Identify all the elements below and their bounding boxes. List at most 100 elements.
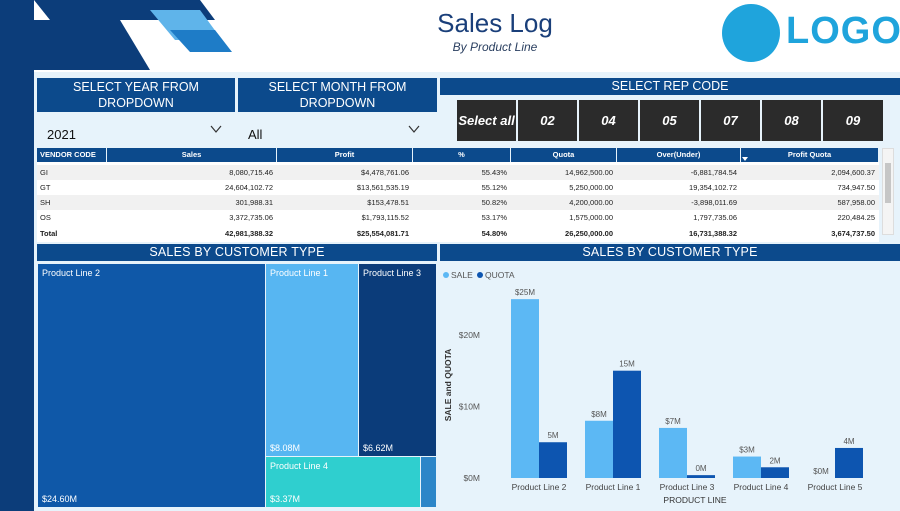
y-tick-label: $10M bbox=[459, 401, 480, 411]
bar-sale bbox=[733, 456, 761, 478]
logo-text: LOGO bbox=[786, 10, 900, 52]
table-cell: 301,988.31 bbox=[235, 198, 273, 207]
legend-marker-sale bbox=[443, 272, 449, 278]
row-stripe bbox=[37, 195, 879, 210]
table-cell: $13,561,535.19 bbox=[356, 183, 409, 192]
tile-value: $24.60M bbox=[42, 494, 78, 504]
table-cell: -3,898,011.69 bbox=[691, 198, 737, 207]
table-cell: $153,478.51 bbox=[367, 198, 409, 207]
table-total-cell: Total bbox=[40, 229, 58, 238]
chevron-down-icon bbox=[210, 125, 222, 133]
column-header[interactable]: % bbox=[413, 148, 511, 162]
table-cell: 5,250,000.00 bbox=[569, 183, 613, 192]
table-cell: 55.12% bbox=[481, 183, 507, 192]
year-dropdown[interactable]: 2021 bbox=[37, 116, 235, 146]
table-cell: $4,478,761.06 bbox=[361, 168, 409, 177]
year-dropdown-value: 2021 bbox=[47, 127, 76, 142]
bar-data-label: $7M bbox=[665, 417, 681, 426]
vendor-table: VENDOR CODE Sales Profit % Quota Over(Un… bbox=[37, 148, 879, 242]
bar-data-label: 4M bbox=[843, 437, 854, 446]
treemap-tile-product-line-3[interactable]: Product Line 3 $6.62M bbox=[359, 264, 436, 456]
bar-quota bbox=[687, 475, 715, 478]
treemap-tile-small[interactable] bbox=[421, 457, 436, 507]
treemap-title: SALES BY CUSTOMER TYPE bbox=[37, 244, 437, 261]
rep-button-select-all[interactable]: Select all bbox=[457, 100, 516, 141]
treemap-tile-product-line-4[interactable]: Product Line 4 $3.37M bbox=[266, 457, 420, 507]
bar-data-label: $3M bbox=[739, 446, 755, 455]
y-tick-label: $20M bbox=[459, 330, 480, 340]
column-header[interactable]: Over(Under) bbox=[617, 148, 741, 162]
table-cell: 24,604,102.72 bbox=[225, 183, 273, 192]
table-cell: 14,962,500.00 bbox=[565, 168, 613, 177]
bar-sale bbox=[659, 427, 687, 478]
table-cell: 50.82% bbox=[481, 198, 507, 207]
x-tick-label: Product Line 1 bbox=[586, 482, 641, 492]
tile-value: $8.08M bbox=[270, 443, 301, 453]
treemap-tile-product-line-1[interactable]: Product Line 1 $8.08M bbox=[266, 264, 358, 456]
rep-code-header: SELECT REP CODE bbox=[440, 78, 900, 95]
sort-caret-icon bbox=[742, 157, 748, 161]
column-header[interactable]: Sales bbox=[107, 148, 277, 162]
bar-data-label: $8M bbox=[591, 410, 607, 419]
column-header[interactable]: VENDOR CODE bbox=[37, 148, 107, 162]
table-total-cell: $25,554,081.71 bbox=[356, 229, 409, 238]
chevron-down-icon bbox=[408, 125, 420, 133]
month-dropdown[interactable]: All bbox=[238, 116, 433, 146]
row-stripe bbox=[37, 165, 879, 180]
header-decoration bbox=[0, 0, 232, 70]
bar-sale bbox=[511, 299, 539, 478]
x-tick-label: Product Line 5 bbox=[808, 482, 863, 492]
bar-sale bbox=[585, 420, 613, 478]
bar-chart-title: SALES BY CUSTOMER TYPE bbox=[440, 244, 900, 261]
bar-data-label: 15M bbox=[619, 360, 635, 369]
tile-label: Product Line 1 bbox=[270, 268, 329, 278]
logo-circle-icon bbox=[722, 4, 780, 62]
column-header[interactable]: Quota bbox=[511, 148, 617, 162]
column-header[interactable]: Profit Quota bbox=[741, 148, 879, 162]
logo: LOGO bbox=[722, 4, 900, 62]
table-cell: 55.43% bbox=[481, 168, 507, 177]
bar-data-label: $25M bbox=[515, 288, 535, 297]
table-cell: 4,200,000.00 bbox=[569, 198, 613, 207]
bar-quota bbox=[835, 447, 863, 478]
rep-button-05[interactable]: 05 bbox=[640, 100, 699, 141]
table-total-cell: 16,731,388.32 bbox=[689, 229, 737, 238]
page-title: Sales Log bbox=[437, 8, 553, 38]
x-tick-label: Product Line 2 bbox=[512, 482, 567, 492]
bar-data-label: 0M bbox=[695, 464, 706, 473]
scrollbar-thumb[interactable] bbox=[885, 163, 891, 203]
tile-value: $3.37M bbox=[270, 494, 301, 504]
tile-value: $6.62M bbox=[363, 443, 394, 453]
month-filter-header: SELECT MONTH FROM DROPDOWN bbox=[238, 78, 437, 112]
table-total-cell: 3,674,737.50 bbox=[831, 229, 875, 238]
table-cell: 1,797,735.06 bbox=[693, 213, 737, 222]
rep-button-09[interactable]: 09 bbox=[823, 100, 883, 141]
tile-label: Product Line 2 bbox=[42, 268, 101, 278]
table-cell: 587,958.00 bbox=[837, 198, 875, 207]
x-tick-label: Product Line 4 bbox=[734, 482, 789, 492]
treemap-tile-product-line-2[interactable]: Product Line 2 $24.60M bbox=[38, 264, 265, 507]
x-tick-label: Product Line 3 bbox=[660, 482, 715, 492]
bar-quota bbox=[539, 442, 567, 478]
y-tick-label: $0M bbox=[463, 473, 480, 483]
tile-label: Product Line 3 bbox=[363, 268, 422, 278]
rep-button-08[interactable]: 08 bbox=[762, 100, 821, 141]
rep-button-04[interactable]: 04 bbox=[579, 100, 638, 141]
table-cell: 2,094,600.37 bbox=[831, 168, 875, 177]
table-total-cell: 26,250,000.00 bbox=[565, 229, 613, 238]
table-scrollbar[interactable] bbox=[882, 148, 894, 235]
table-cell: OS bbox=[40, 213, 51, 222]
table-cell: -6,881,784.54 bbox=[690, 168, 737, 177]
table-cell: 3,372,735.06 bbox=[229, 213, 273, 222]
bar-data-label: $0M bbox=[813, 467, 829, 476]
table-cell: 53.17% bbox=[481, 213, 507, 222]
rep-button-07[interactable]: 07 bbox=[701, 100, 760, 141]
table-cell: SH bbox=[40, 198, 51, 207]
bar-data-label: 5M bbox=[547, 431, 558, 440]
column-header[interactable]: Profit bbox=[277, 148, 413, 162]
legend-marker-quota bbox=[477, 272, 483, 278]
page-subtitle: By Product Line bbox=[452, 40, 538, 54]
month-dropdown-value: All bbox=[248, 127, 263, 142]
rep-button-02[interactable]: 02 bbox=[518, 100, 577, 141]
